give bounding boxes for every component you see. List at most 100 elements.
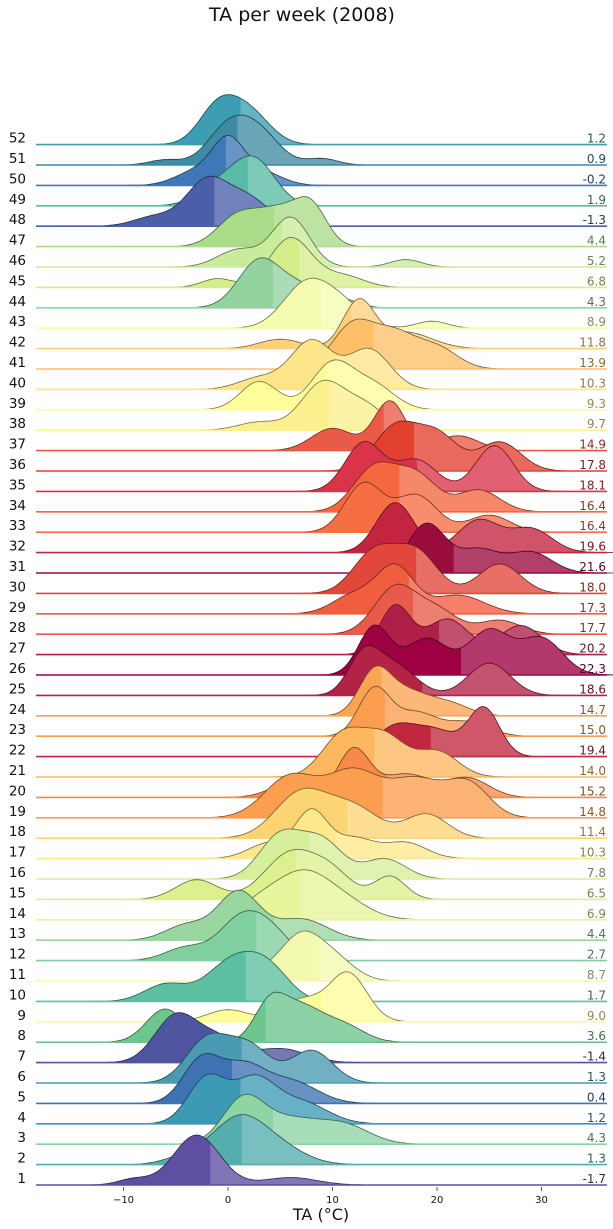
week-label: 12 [9, 947, 26, 963]
week-label: 14 [9, 906, 26, 922]
density-outline [123, 1032, 396, 1084]
week-label: 37 [9, 437, 26, 453]
week-label: 49 [9, 192, 26, 208]
mean-label: 11.8 [579, 336, 606, 350]
mean-label: 4.4 [587, 927, 606, 941]
mean-label: 4.4 [587, 234, 606, 248]
mean-label: 14.8 [579, 805, 606, 819]
x-tick-label: 30 [535, 1195, 548, 1206]
week-label: 30 [9, 579, 26, 595]
mean-label: 15.0 [579, 723, 606, 737]
week-label: 10 [9, 987, 26, 1003]
density-area [92, 1012, 385, 1063]
density-outline [259, 726, 521, 778]
density-area [102, 1114, 385, 1165]
density-area [102, 115, 385, 165]
week-label: 3 [17, 1130, 26, 1146]
mean-label: 8.9 [587, 315, 606, 329]
density-area [113, 135, 343, 186]
mean-label: 13.9 [579, 356, 606, 370]
week-label: 21 [9, 763, 26, 779]
density-outline [301, 644, 573, 696]
week-label: 46 [9, 253, 26, 269]
mean-label: 4.3 [587, 1131, 606, 1145]
week-label: 7 [17, 1049, 26, 1065]
week-label: 40 [9, 375, 26, 391]
mean-label: 14.7 [579, 703, 606, 717]
mean-label: -0.2 [583, 172, 606, 186]
density-outline [90, 991, 427, 1043]
mean-label: 6.8 [587, 274, 606, 288]
week-label: 24 [9, 702, 26, 718]
density-outline [154, 216, 469, 268]
week-label: 27 [9, 641, 26, 657]
mean-label: 9.3 [587, 397, 606, 411]
mean-label: 14.9 [579, 438, 606, 452]
week-label: 26 [9, 661, 26, 677]
mean-label: 2.7 [587, 948, 606, 962]
density-area [113, 849, 453, 900]
mean-label: 10.3 [579, 376, 606, 390]
mean-label: 0.4 [587, 1090, 606, 1104]
mean-label: 10.3 [579, 846, 606, 860]
density-outline [290, 543, 584, 594]
mean-label: 16.4 [579, 499, 606, 513]
x-tick-label: −10 [113, 1195, 134, 1206]
mean-label: 8.7 [587, 968, 606, 982]
density-area [186, 808, 490, 859]
mean-label: 21.6 [579, 560, 606, 574]
mean-label: -1.3 [583, 213, 606, 227]
mean-label: 5.2 [587, 254, 606, 268]
density-area [290, 543, 584, 594]
density-area [131, 1073, 406, 1124]
density-outline [290, 461, 563, 513]
week-label: 35 [9, 477, 26, 493]
density-outline [311, 685, 552, 737]
mean-label: 9.0 [587, 1009, 606, 1023]
mean-label: 1.3 [587, 1152, 606, 1166]
ridges: 52 1.251 0.950 -0.249 1.948 -1.347 4.446 5.245 6… [9, 94, 613, 1206]
mean-label: -1.4 [583, 1050, 606, 1064]
mean-label: 6.5 [587, 886, 606, 900]
week-label: 47 [9, 233, 26, 249]
density-area [175, 257, 406, 308]
density-outline [269, 563, 563, 615]
density-area [269, 563, 563, 614]
density-outline [320, 502, 613, 553]
mean-label: 18.6 [579, 682, 606, 696]
mean-label: 19.4 [579, 744, 606, 758]
density-outline [154, 236, 427, 288]
week-label: 1 [17, 1171, 26, 1187]
week-label: 25 [9, 681, 26, 697]
density-outline [288, 440, 570, 492]
mean-label: 14.0 [579, 764, 606, 778]
week-label: 51 [9, 151, 26, 167]
week-label: 16 [9, 865, 26, 881]
week-label: 19 [9, 804, 26, 820]
density-area [133, 155, 338, 206]
density-outline [113, 848, 453, 900]
week-label: 2 [17, 1151, 26, 1167]
week-label: 31 [9, 559, 26, 575]
week-label: 9 [17, 1008, 26, 1024]
mean-label: 1.2 [587, 1111, 606, 1125]
week-label: 41 [9, 355, 26, 371]
week-label: 28 [9, 620, 26, 636]
week-label: 39 [9, 396, 26, 412]
density-area [154, 237, 427, 288]
mean-label: 7.8 [587, 866, 606, 880]
week-label: 6 [17, 1069, 26, 1085]
ridge-mask [36, 1185, 607, 1206]
density-outline [207, 747, 552, 798]
week-label: 48 [9, 212, 26, 228]
density-outline [186, 767, 552, 819]
week-label: 50 [9, 171, 26, 187]
week-label: 42 [9, 335, 26, 351]
density-area [71, 1135, 396, 1185]
density-outline [311, 624, 613, 676]
density-outline [131, 1073, 406, 1125]
week-label: 44 [9, 294, 26, 310]
week-label: 23 [9, 722, 26, 738]
week-label: 29 [9, 600, 26, 616]
